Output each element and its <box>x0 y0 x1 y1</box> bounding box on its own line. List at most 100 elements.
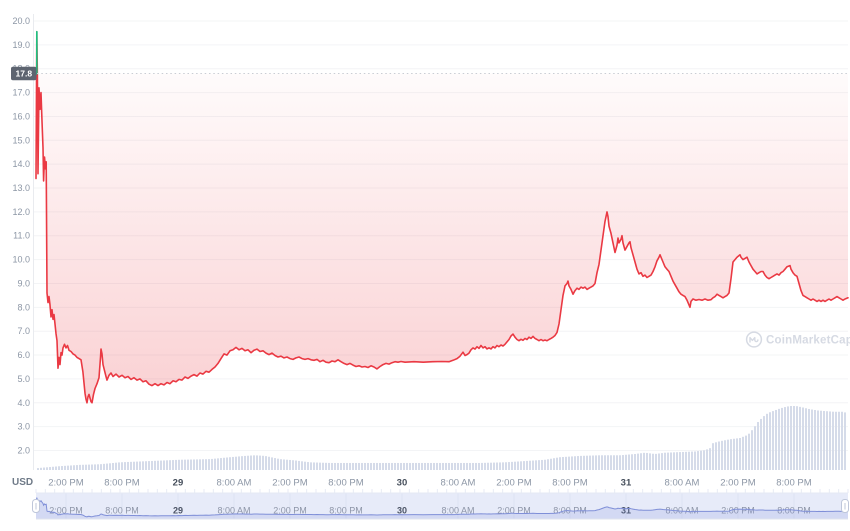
volume-bar <box>475 462 477 470</box>
volume-bar <box>175 459 177 470</box>
volume-bar <box>793 406 795 470</box>
volume-bar <box>358 462 360 470</box>
volume-bar <box>43 467 45 470</box>
volume-bar <box>289 459 291 470</box>
volume-bar <box>247 455 249 470</box>
volume-bar <box>121 462 123 470</box>
volume-bar <box>217 458 219 470</box>
volume-bar <box>199 459 201 470</box>
navigator-tick-label: 8:00 PM <box>329 506 363 516</box>
volume-bar <box>685 451 687 470</box>
volume-bar <box>505 462 507 470</box>
volume-bar <box>181 459 183 470</box>
volume-bar <box>580 455 582 470</box>
volume-bar <box>133 461 135 470</box>
x-tick-label: 8:00 PM <box>776 478 811 489</box>
y-tick-label: 11.0 <box>13 231 30 241</box>
volume-bar <box>790 406 792 470</box>
y-axis-labels: 20.019.018.017.016.015.014.013.012.011.0… <box>12 16 30 455</box>
volume-bar <box>262 455 264 470</box>
volume-bar <box>280 459 282 470</box>
volume-bar <box>664 452 666 470</box>
volume-bar <box>424 462 426 470</box>
volume-bar <box>292 460 294 470</box>
volume-bar <box>646 452 648 470</box>
volume-bar <box>817 410 819 470</box>
volume-bar <box>709 448 711 470</box>
volume-bar <box>124 462 126 470</box>
volume-bar <box>457 462 459 470</box>
volume-bar <box>481 462 483 470</box>
y-tick-label: 14.0 <box>12 159 30 169</box>
volume-bar <box>226 457 228 470</box>
volume-bar <box>538 460 540 470</box>
navigator-area <box>36 497 848 519</box>
volume-bar <box>673 452 675 470</box>
volume-bar <box>727 439 729 470</box>
volume-bar <box>832 411 834 470</box>
volume-bars <box>37 406 846 470</box>
navigator-handle-left[interactable] <box>32 499 40 513</box>
volume-bar <box>97 464 99 470</box>
volume-bar <box>706 449 708 470</box>
volume-bar <box>631 454 633 470</box>
volume-bar <box>736 438 738 470</box>
volume-bar <box>187 459 189 470</box>
volume-bar <box>94 464 96 470</box>
volume-bar <box>469 462 471 470</box>
plot-area[interactable] <box>36 14 848 470</box>
volume-bar <box>484 462 486 470</box>
x-axis-labels: 2:00 PM 8:00 PM 29 8:00 AM 2:00 PM 8:00 PM 30 8… <box>48 478 811 489</box>
volume-bar <box>283 459 285 470</box>
volume-bar <box>694 451 696 470</box>
y-tick-label: 6.0 <box>17 350 30 360</box>
navigator-line <box>35 497 849 518</box>
volume-bar <box>274 458 276 470</box>
navigator[interactable]: 2:00 PM 8:00 PM 29 8:00 AM 2:00 PM 8:00 PM 30 8… <box>32 489 849 520</box>
volume-bar <box>754 426 756 470</box>
navigator-handle-right[interactable] <box>841 499 849 513</box>
volume-bar <box>499 462 501 470</box>
volume-bar <box>154 460 156 470</box>
volume-bar <box>253 455 255 470</box>
y-tick-label: 2.0 <box>17 445 30 455</box>
volume-bar <box>661 453 663 470</box>
volume-bar <box>337 462 339 470</box>
volume-bar <box>136 461 138 470</box>
price-line <box>35 30 849 404</box>
volume-bar <box>607 455 609 470</box>
volume-bar <box>379 462 381 470</box>
currency-label: USD <box>12 477 33 488</box>
navigator-tick-label: 31 <box>621 506 631 516</box>
x-tick-label: 29 <box>173 478 184 489</box>
volume-bar <box>442 462 444 470</box>
volume-bar <box>388 462 390 470</box>
volume-bar <box>391 462 393 470</box>
volume-bar <box>190 459 192 470</box>
x-tick-label: 30 <box>397 478 408 489</box>
y-tick-label: 5.0 <box>17 374 30 384</box>
volume-bar <box>205 459 207 470</box>
volume-bar <box>250 455 252 470</box>
volume-bar <box>568 456 570 470</box>
volume-bar <box>145 461 147 470</box>
price-series <box>35 30 849 404</box>
volume-bar <box>127 461 129 470</box>
volume-bar <box>241 456 243 470</box>
volume-bar <box>604 455 606 470</box>
volume-bar <box>400 462 402 470</box>
volume-bar <box>679 452 681 470</box>
y-tick-label: 12.0 <box>12 207 30 217</box>
volume-bar <box>496 462 498 470</box>
volume-bar <box>307 462 309 470</box>
volume-bar <box>373 462 375 470</box>
navigator-selected-mask[interactable] <box>36 493 848 519</box>
volume-bar <box>586 455 588 470</box>
volume-bar <box>82 464 84 470</box>
volume-bar <box>328 462 330 470</box>
y-tick-label: 8.0 <box>17 302 30 312</box>
y-tick-label: 10.0 <box>12 255 30 265</box>
volume-bar <box>478 462 480 470</box>
volume-bar <box>541 459 543 470</box>
